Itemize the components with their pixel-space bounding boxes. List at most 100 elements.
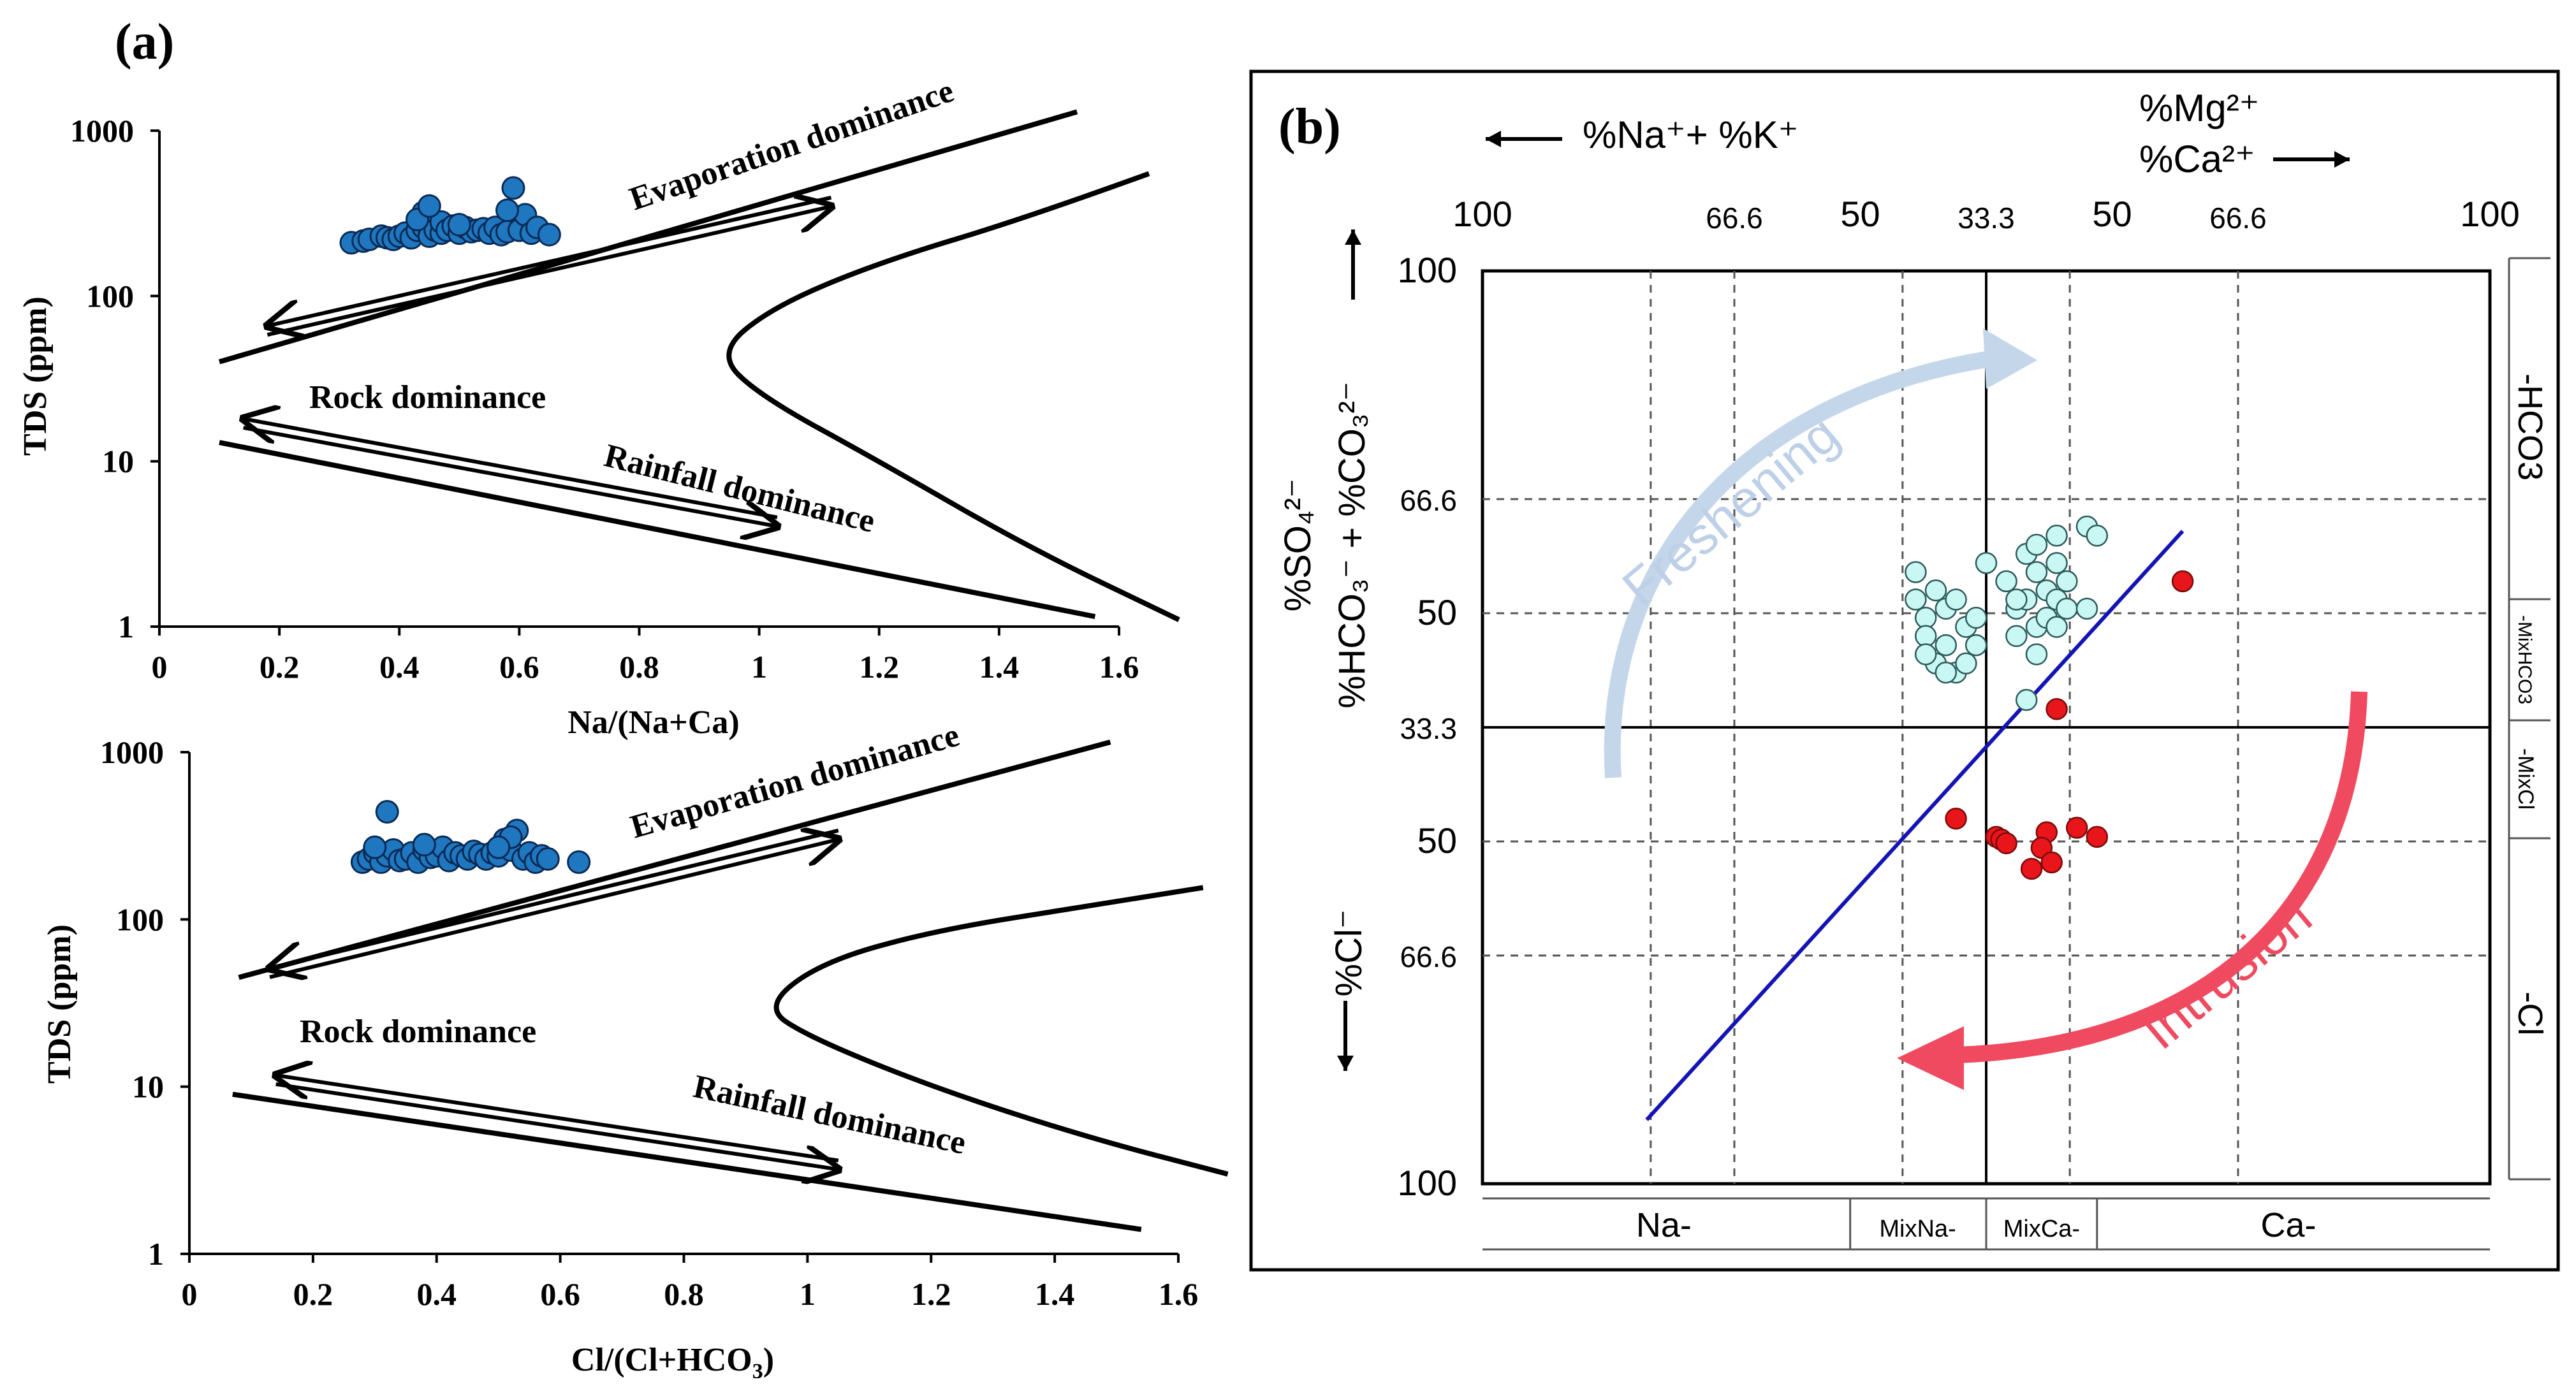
freshened-sample-point	[2005, 625, 2028, 648]
freshened-sample-point	[2045, 616, 2068, 638]
freshened-sample-point	[1905, 561, 1927, 583]
gibbs-na-curves	[218, 109, 1180, 622]
chadha-ticks: 100 66.6 50 33.3 50 66.6 100 100 66.6 50 33.3 50 66.…	[1398, 194, 2520, 1203]
x-tick-label: 1	[800, 1276, 816, 1312]
freshened-sample-point	[1935, 634, 1958, 657]
chadha-grid	[1481, 269, 2492, 1186]
upper-envelope-line	[238, 739, 1111, 980]
freshened-sample-point	[2075, 597, 2098, 620]
intruded-sample-point	[2020, 857, 2043, 880]
top-tick-label: 50	[2092, 194, 2132, 234]
intrusion-label: Intrusion	[2132, 887, 2322, 1061]
trend-line	[1645, 530, 2184, 1121]
x-tick-label: 0.8	[664, 1276, 704, 1312]
left-tick-label: 66.6	[1400, 940, 1457, 973]
dominance-arrow	[275, 1082, 838, 1170]
sample-point	[536, 847, 560, 871]
gibbs-cl-curves	[232, 739, 1229, 1232]
bottom-class-label: MixCa-	[2003, 1216, 2080, 1242]
freshening-arrow	[1604, 349, 2003, 778]
bottom-class-label: Ca-	[2260, 1206, 2316, 1244]
freshened-sample-point	[2025, 534, 2048, 556]
x-tick-label: 1	[751, 649, 767, 685]
boomerang-curve	[726, 171, 1180, 622]
sample-point	[363, 835, 387, 859]
dominance-arrow	[270, 828, 839, 968]
sample-point	[487, 835, 511, 859]
freshened-sample-point	[1914, 643, 1937, 665]
sample-point	[412, 833, 436, 857]
arrow-up-so4-head	[1345, 229, 1361, 245]
arrow-down-cl-head	[1337, 1056, 1354, 1071]
freshened-sample-point	[1924, 579, 1947, 602]
freshening-arrow-head	[1983, 328, 2037, 389]
left-label-cl: %Cl⁻	[1328, 910, 1370, 997]
top-right-label-ca: %Ca²⁺	[2139, 138, 2255, 180]
left-tick-label: 66.6	[1400, 484, 1457, 517]
x-tick-label: 0.6	[499, 649, 539, 685]
y-tick-label: 1	[118, 609, 134, 644]
gibbs-na-xlabel: Na/(Na+Ca)	[567, 704, 739, 741]
freshened-sample-point	[2086, 525, 2109, 547]
intruded-sample-point	[2045, 698, 2068, 720]
left-tick-label: 33.3	[1400, 712, 1457, 745]
freshened-sample-point	[1914, 625, 1937, 648]
x-tick-label: 1.4	[979, 649, 1020, 685]
gibbs-na-ylabel: TDS (ppm)	[17, 296, 54, 456]
right-class-label: -HCO3	[2511, 374, 2549, 481]
intruded-sample-point	[2065, 817, 2088, 839]
freshened-sample-point	[2045, 551, 2068, 574]
top-left-label: %Na⁺+ %K⁺	[1583, 113, 1798, 156]
freshened-sample-point	[1995, 570, 2017, 593]
x-tick-label: 0	[152, 649, 168, 685]
upper-envelope-line	[218, 109, 1078, 365]
left-tick-label: 100	[1398, 250, 1457, 290]
x-tick-label: 0.2	[260, 649, 300, 685]
x-tick-label: 1.2	[911, 1276, 951, 1312]
freshened-sample-point	[2005, 588, 2028, 611]
gibbs-cl-points	[350, 800, 591, 875]
freshened-sample-point	[2045, 525, 2068, 547]
dominance-arrow	[243, 425, 777, 527]
freshened-sample-point	[2056, 570, 2078, 593]
arrow-left-na-head	[1486, 131, 1501, 147]
dominance-arrow	[276, 1075, 839, 1163]
top-tick-label: 100	[1453, 194, 1512, 234]
dominance-arrow	[269, 840, 838, 979]
freshened-sample-point	[2056, 597, 2078, 620]
intrusion-arrow	[1957, 691, 2367, 1063]
top-right-label-mg: %Mg²⁺	[2139, 87, 2259, 129]
x-tick-label: 0.2	[293, 1276, 333, 1312]
intruded-sample-point	[2040, 851, 2063, 874]
gibbs-na-points	[339, 176, 561, 255]
freshened-sample-point	[2025, 643, 2048, 665]
x-tick-label: 1.4	[1035, 1276, 1075, 1312]
freshened-sample-point	[1965, 606, 1987, 629]
chadha-diagram: (b) %Na⁺+ %K⁺ %Mg²⁺ %Ca²⁺ %SO₄²⁻ %HCO₃⁻ …	[1249, 69, 2560, 1272]
top-tick-label: 100	[2460, 194, 2519, 234]
gibbs-cl-xlabel: Cl/(Cl+HCO3)	[571, 1342, 774, 1383]
freshened-sample-point	[1975, 551, 1998, 574]
freshened-sample-point	[2025, 561, 2048, 583]
y-tick-label: 1000	[100, 734, 164, 770]
x-tick-label: 0	[182, 1276, 198, 1312]
left-label-hco3: %HCO₃⁻ + %CO₃²⁻	[1331, 382, 1373, 709]
bottom-class-label: MixNa-	[1879, 1216, 1956, 1242]
x-tick-label: 0.4	[379, 649, 420, 685]
dominance-arrow	[267, 207, 831, 337]
arrow-right-ca-head	[2334, 151, 2350, 168]
freshened-sample-point	[1945, 588, 1967, 611]
x-tick-label: 1.6	[1159, 1276, 1199, 1312]
x-tick-label: 1.6	[1099, 649, 1139, 685]
freshened-sample-point	[1955, 652, 1977, 675]
left-label-so4: %SO₄²⁻	[1277, 479, 1319, 612]
gibbs-cl-ylabel: TDS (ppm)	[41, 924, 78, 1084]
freshened-sample-point	[2015, 688, 2038, 711]
x-tick-label: 0.6	[540, 1276, 580, 1312]
freshened-sample-point	[1935, 661, 1958, 684]
sample-point	[447, 212, 471, 236]
sample-point	[537, 222, 561, 247]
